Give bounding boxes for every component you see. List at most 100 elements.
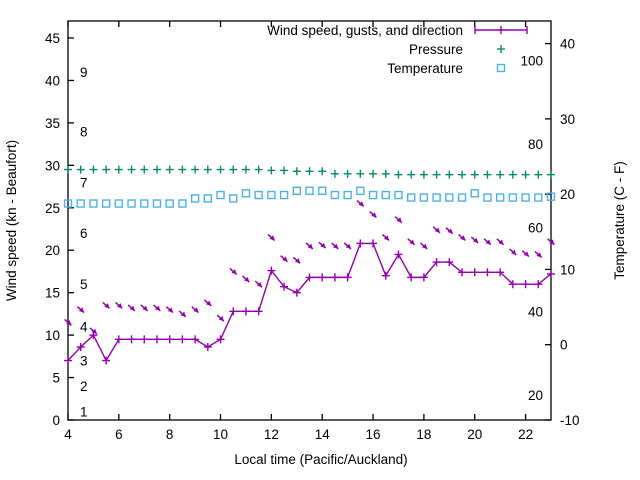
marker-square: [495, 193, 505, 202]
wind-direction-arrowhead: [371, 212, 377, 218]
wind-direction-arrowhead: [523, 251, 529, 257]
wind-direction-arrowhead: [409, 239, 415, 245]
marker-square: [63, 199, 73, 208]
fahrenheit-label: 40: [528, 304, 543, 319]
x-tick-label: 6: [115, 427, 123, 442]
wind-direction-arrowhead: [142, 305, 148, 311]
wind-direction-arrowhead: [307, 243, 313, 249]
wind-direction-arrowhead: [511, 249, 517, 255]
wind-direction-arrowhead: [498, 239, 504, 245]
wind-direction-arrowhead: [269, 235, 275, 241]
marker-square: [178, 199, 187, 208]
x-tick-label: 12: [264, 427, 279, 442]
wind-direction-arrowhead: [396, 217, 402, 223]
marker-square: [546, 192, 556, 201]
marker-square: [203, 194, 213, 203]
marker-square: [343, 190, 352, 200]
y-tick-label: 5: [52, 371, 60, 386]
marker-square: [381, 190, 390, 200]
wind-direction-arrowhead: [434, 227, 440, 233]
wind-direction-arrowhead: [66, 320, 72, 326]
marker-square: [483, 193, 492, 202]
wind-direction-arrowhead: [294, 258, 301, 264]
wind-direction-arrowhead: [333, 243, 339, 249]
wind-direction-arrowhead: [485, 239, 491, 245]
wind-direction-arrowhead: [256, 281, 263, 288]
marker-square: [368, 190, 378, 200]
marker-square: [229, 194, 238, 203]
marker-square: [241, 189, 251, 198]
y-tick-label: 25: [45, 201, 60, 216]
wind-direction-arrowhead: [129, 305, 135, 311]
fahrenheit-label: 80: [528, 137, 543, 152]
marker-square: [101, 199, 111, 208]
wind-direction-arrowhead: [205, 300, 212, 306]
wind-direction-arrowhead: [536, 252, 542, 258]
marker-square: [216, 190, 225, 200]
marker-square: [190, 194, 200, 203]
y2-tick-label: 10: [560, 262, 575, 277]
y-tick-label: 0: [52, 413, 60, 428]
marker-square: [165, 199, 174, 208]
wind-direction-arrowhead: [345, 243, 352, 249]
wind-direction-arrowhead: [155, 305, 161, 311]
x-tick-label: 14: [315, 427, 331, 442]
beaufort-label: 2: [80, 379, 88, 394]
marker-square: [267, 190, 276, 200]
wind-direction-arrowhead: [447, 228, 453, 234]
legend-label: Temperature: [387, 61, 463, 76]
marker-square: [445, 193, 454, 202]
x-axis-title: Local time (Pacific/Auckland): [234, 452, 407, 467]
y-tick-label: 20: [45, 243, 60, 258]
marker-square: [76, 199, 85, 208]
y2-axis-title: Temperature (C - F): [612, 161, 627, 280]
beaufort-label: 4: [80, 320, 88, 335]
wind-direction-arrowhead: [460, 235, 466, 241]
wind-speed-line: [67, 242, 552, 363]
beaufort-label: 6: [80, 226, 88, 241]
marker-square: [419, 193, 429, 202]
x-tick-label: 10: [213, 427, 228, 442]
wind-direction-arrowhead: [320, 242, 326, 249]
wind-direction-arrowhead: [383, 235, 390, 241]
wind-direction-arrowhead: [549, 239, 555, 245]
y2-tick-label: 30: [560, 112, 575, 127]
y-tick-label: 30: [45, 158, 60, 173]
beaufort-label: 1: [80, 405, 88, 420]
marker-square: [406, 193, 416, 202]
legend-label: Wind speed, gusts, and direction: [267, 23, 463, 38]
marker-square: [140, 199, 149, 208]
beaufort-label: 8: [80, 124, 88, 139]
wind-direction-arrowhead: [244, 276, 250, 283]
y2-tick-label: 40: [560, 37, 575, 52]
beaufort-label: 9: [80, 65, 88, 80]
y-tick-label: 35: [45, 116, 60, 131]
marker-square: [394, 190, 403, 200]
legend-label: Pressure: [409, 42, 463, 57]
y-axis-title: Wind speed (kn - Beaufort): [4, 140, 19, 301]
x-tick-label: 20: [467, 427, 482, 442]
wind-direction-arrowhead: [422, 243, 428, 249]
marker-square: [356, 186, 365, 195]
x-tick-label: 22: [518, 427, 533, 442]
wind-direction-arrowhead: [167, 307, 174, 313]
wind-direction-arrowhead: [104, 303, 110, 309]
marker-square: [534, 193, 543, 202]
marker-square: [330, 190, 340, 200]
marker-square: [470, 189, 479, 198]
x-tick-label: 8: [166, 427, 174, 442]
fahrenheit-label: 100: [520, 53, 543, 68]
x-tick-label: 18: [416, 427, 431, 442]
marker-square: [521, 193, 530, 202]
marker-square: [457, 193, 467, 202]
wind-direction-arrowhead: [117, 303, 123, 309]
x-tick-label: 16: [366, 427, 381, 442]
wind-direction-arrowhead: [282, 256, 288, 262]
marker-square: [254, 190, 263, 200]
beaufort-label: 3: [80, 354, 88, 369]
fahrenheit-label: 60: [528, 221, 543, 236]
marker-square: [279, 190, 289, 200]
y-tick-label: 15: [45, 286, 60, 301]
y-tick-label: 45: [45, 31, 60, 46]
